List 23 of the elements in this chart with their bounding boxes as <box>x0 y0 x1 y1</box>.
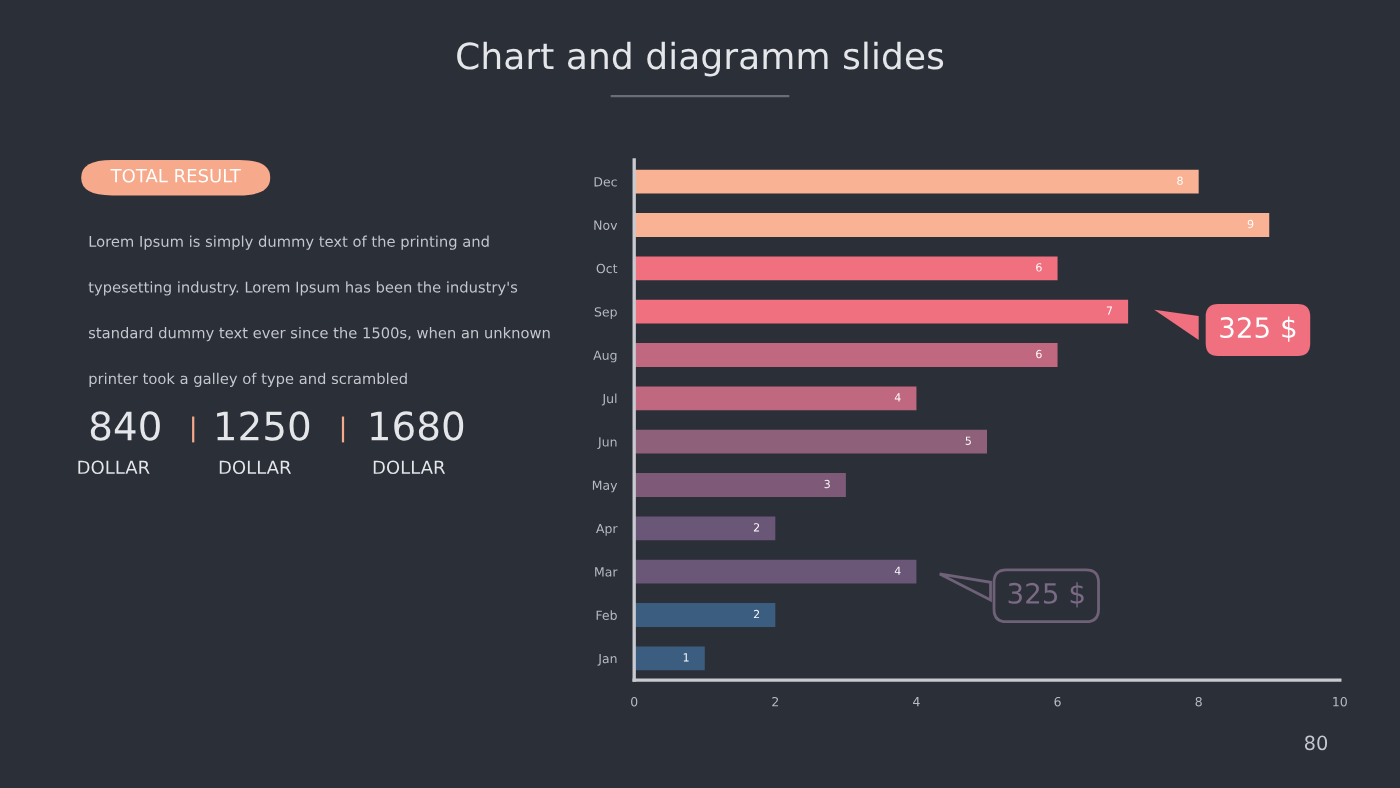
bar <box>634 299 1129 324</box>
bar <box>634 429 987 454</box>
bar <box>634 256 1058 281</box>
text: DOLLAR <box>219 460 292 475</box>
text: Chart and diagramm slides <box>457 41 944 77</box>
bar <box>634 386 917 411</box>
text: 1250 <box>217 411 310 441</box>
text: DOLLAR <box>373 460 446 475</box>
text: DOLLAR <box>78 460 150 475</box>
text: TOTAL RESULT <box>110 168 241 183</box>
bar <box>634 473 846 497</box>
bar <box>634 516 776 541</box>
bar <box>634 343 1058 367</box>
bar <box>634 169 1199 194</box>
text: 80 <box>1304 735 1328 751</box>
bar <box>634 603 776 627</box>
bar <box>634 213 1270 237</box>
text: 840 <box>90 411 160 441</box>
annotation: 325 $ <box>1008 582 1084 608</box>
bar <box>634 559 917 584</box>
bar <box>634 646 705 671</box>
text: 1680 <box>371 411 464 441</box>
annotation: 325 $ <box>1220 316 1296 342</box>
